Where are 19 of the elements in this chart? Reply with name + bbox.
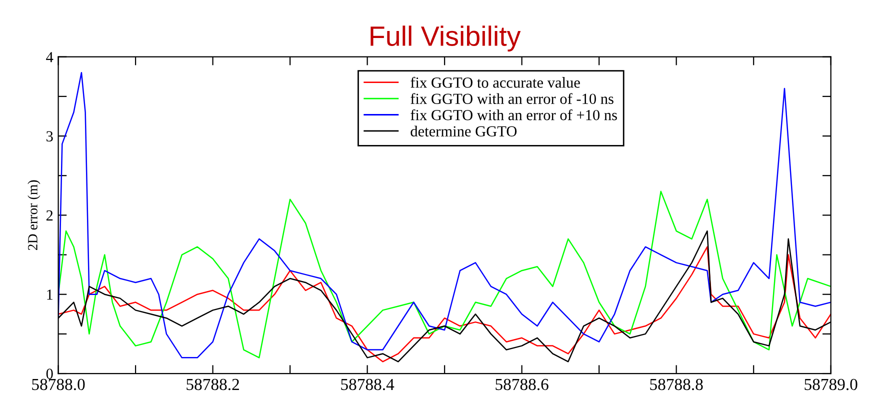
y-tick-label: 2 [46,210,53,220]
legend-label: fix GGTO with an error of -10 ns [410,93,614,104]
x-tick-label: 58789.0 [804,378,858,390]
line-series [58,190,831,358]
chart-title: Full Visibility [370,26,521,52]
y-tick-label: 3 [46,131,53,142]
y-tick-label: 4 [46,52,54,62]
line-series [58,72,831,358]
y-tick-label: 1 [47,290,53,300]
x-tick-label: 58788.4 [341,378,394,390]
y-axis-title: 2D error (m) [28,180,40,250]
y-tick-label: 0 [46,368,53,379]
legend-label: fix GGTO with an error of +10 ns [410,109,617,120]
x-tick-label: 58788.2 [186,378,239,390]
x-tick-label: 58788.8 [650,378,703,390]
x-tick-label: 58788.6 [496,378,548,390]
x-tick-label: 58788.0 [32,378,85,390]
legend-label: fix GGTO to accurate value [410,76,580,88]
legend-label: determine GGTO [410,126,517,136]
